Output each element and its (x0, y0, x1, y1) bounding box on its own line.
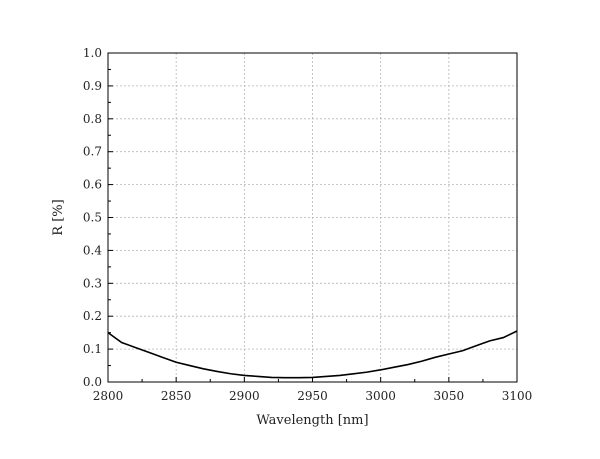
y-tick-label: 0.7 (83, 145, 102, 159)
x-tick-label: 2900 (229, 389, 260, 403)
y-tick-label: 0.8 (83, 112, 102, 126)
y-tick-label: 0.9 (83, 79, 102, 93)
tick-layer (107, 52, 518, 383)
x-tick-label: 2800 (93, 389, 124, 403)
y-tick-label: 1.0 (83, 46, 102, 60)
y-tick-label: 0.4 (83, 243, 102, 257)
y-tick-label: 0.6 (83, 178, 102, 192)
y-tick-labels: 0.0 0.1 0.2 0.3 0.4 0.5 0.6 0.7 0.8 0.9 1.0 (83, 46, 102, 389)
y-tick-label: 0.3 (83, 276, 102, 290)
x-axis-title: Wavelength [nm] (256, 413, 368, 428)
y-axis-title: R [%] (51, 199, 66, 235)
x-tick-label: 2950 (297, 389, 328, 403)
x-tick-label: 3000 (365, 389, 396, 403)
y-tick-label: 0.1 (83, 342, 102, 356)
y-tick-label: 0.2 (83, 309, 102, 323)
x-tick-labels: 2800 2850 2900 2950 3000 3050 3100 (93, 389, 533, 403)
grid-layer (108, 53, 517, 382)
y-tick-label: 0.5 (83, 211, 102, 225)
x-tick-label: 3100 (502, 389, 533, 403)
y-tick-label: 0.0 (83, 375, 102, 389)
x-tick-label: 2850 (161, 389, 192, 403)
x-tick-label: 3050 (434, 389, 465, 403)
